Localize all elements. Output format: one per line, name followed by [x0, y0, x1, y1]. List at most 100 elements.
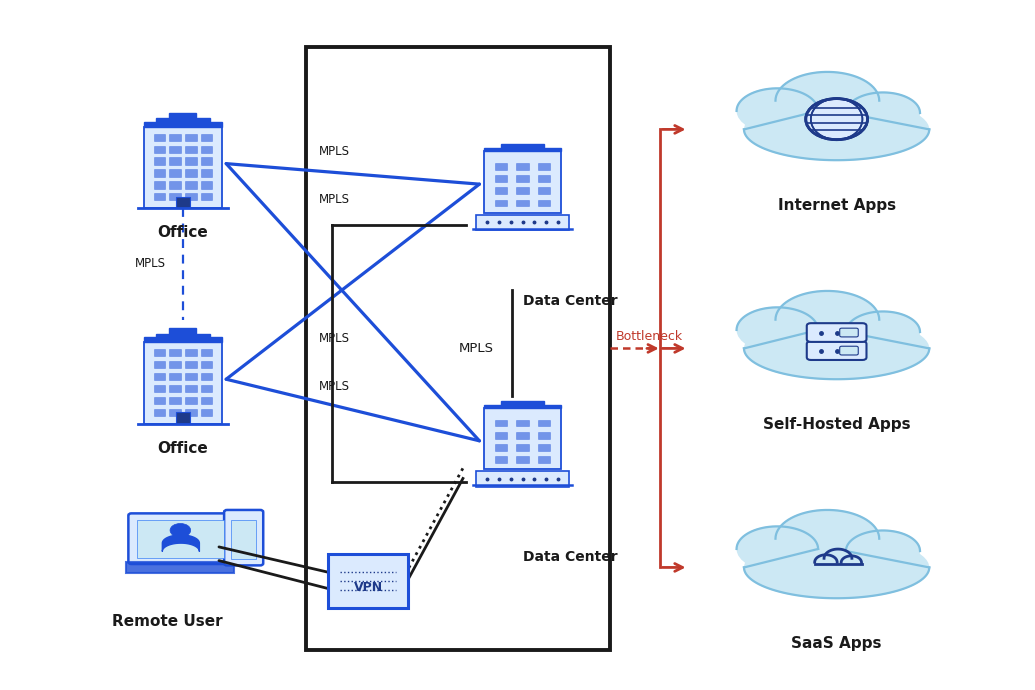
- FancyBboxPatch shape: [153, 397, 166, 404]
- FancyBboxPatch shape: [170, 385, 181, 392]
- Text: Data Center: Data Center: [523, 551, 617, 564]
- Text: Office: Office: [157, 225, 208, 240]
- FancyBboxPatch shape: [170, 193, 181, 201]
- FancyBboxPatch shape: [153, 181, 166, 188]
- FancyBboxPatch shape: [839, 328, 858, 337]
- Ellipse shape: [744, 99, 929, 160]
- Text: MPLS: MPLS: [319, 332, 350, 345]
- FancyBboxPatch shape: [516, 420, 529, 426]
- FancyBboxPatch shape: [201, 181, 212, 188]
- FancyBboxPatch shape: [170, 134, 181, 141]
- FancyBboxPatch shape: [806, 342, 866, 360]
- FancyBboxPatch shape: [153, 170, 166, 177]
- FancyBboxPatch shape: [170, 409, 181, 416]
- FancyBboxPatch shape: [170, 349, 181, 357]
- Text: MPLS: MPLS: [135, 257, 166, 270]
- Ellipse shape: [737, 307, 818, 353]
- Ellipse shape: [775, 291, 880, 348]
- FancyBboxPatch shape: [538, 420, 551, 426]
- Text: MPLS: MPLS: [319, 146, 350, 159]
- FancyBboxPatch shape: [153, 373, 166, 380]
- FancyBboxPatch shape: [144, 127, 221, 208]
- FancyBboxPatch shape: [153, 385, 166, 392]
- Ellipse shape: [846, 311, 920, 353]
- Text: Data Center: Data Center: [523, 294, 617, 308]
- FancyBboxPatch shape: [201, 146, 212, 152]
- Text: Internet Apps: Internet Apps: [777, 198, 895, 213]
- FancyBboxPatch shape: [185, 193, 197, 201]
- FancyBboxPatch shape: [156, 334, 210, 337]
- Ellipse shape: [744, 537, 929, 598]
- FancyBboxPatch shape: [516, 432, 529, 439]
- FancyBboxPatch shape: [538, 456, 551, 463]
- FancyBboxPatch shape: [484, 148, 561, 151]
- FancyBboxPatch shape: [501, 144, 543, 148]
- FancyBboxPatch shape: [201, 157, 212, 165]
- FancyBboxPatch shape: [516, 199, 529, 206]
- FancyBboxPatch shape: [538, 432, 551, 439]
- FancyBboxPatch shape: [156, 118, 210, 122]
- Ellipse shape: [775, 72, 880, 130]
- Text: VPN: VPN: [354, 580, 383, 593]
- FancyBboxPatch shape: [476, 215, 569, 230]
- FancyBboxPatch shape: [153, 157, 166, 165]
- FancyBboxPatch shape: [516, 188, 529, 194]
- FancyBboxPatch shape: [538, 175, 551, 182]
- FancyBboxPatch shape: [153, 146, 166, 152]
- FancyBboxPatch shape: [185, 349, 197, 357]
- FancyBboxPatch shape: [170, 146, 181, 152]
- FancyBboxPatch shape: [185, 181, 197, 188]
- FancyBboxPatch shape: [495, 456, 507, 463]
- FancyBboxPatch shape: [153, 349, 166, 357]
- Text: Self-Hosted Apps: Self-Hosted Apps: [763, 417, 911, 432]
- Ellipse shape: [846, 531, 920, 571]
- FancyBboxPatch shape: [201, 349, 212, 357]
- FancyBboxPatch shape: [176, 197, 189, 208]
- Text: Office: Office: [157, 441, 208, 456]
- Text: Bottleneck: Bottleneck: [615, 330, 682, 343]
- FancyBboxPatch shape: [144, 342, 221, 424]
- Text: MPLS: MPLS: [459, 342, 494, 355]
- FancyBboxPatch shape: [185, 385, 197, 392]
- FancyBboxPatch shape: [170, 373, 181, 380]
- FancyBboxPatch shape: [201, 385, 212, 392]
- FancyBboxPatch shape: [185, 409, 197, 416]
- Text: Remote User: Remote User: [112, 614, 223, 629]
- FancyBboxPatch shape: [185, 146, 197, 152]
- FancyBboxPatch shape: [476, 471, 569, 486]
- FancyBboxPatch shape: [153, 361, 166, 368]
- FancyBboxPatch shape: [495, 444, 507, 451]
- Text: MPLS: MPLS: [319, 380, 350, 393]
- FancyBboxPatch shape: [538, 444, 551, 451]
- Circle shape: [170, 524, 190, 537]
- Ellipse shape: [775, 510, 880, 567]
- Ellipse shape: [737, 88, 818, 133]
- FancyBboxPatch shape: [185, 361, 197, 368]
- Polygon shape: [737, 291, 929, 380]
- FancyBboxPatch shape: [170, 361, 181, 368]
- FancyBboxPatch shape: [185, 397, 197, 404]
- FancyBboxPatch shape: [231, 520, 256, 558]
- FancyBboxPatch shape: [170, 157, 181, 165]
- Ellipse shape: [846, 92, 920, 133]
- FancyBboxPatch shape: [538, 199, 551, 206]
- FancyBboxPatch shape: [484, 404, 561, 408]
- FancyBboxPatch shape: [170, 170, 181, 177]
- FancyBboxPatch shape: [516, 456, 529, 463]
- FancyBboxPatch shape: [185, 373, 197, 380]
- FancyBboxPatch shape: [806, 323, 866, 342]
- FancyBboxPatch shape: [137, 520, 225, 558]
- Circle shape: [805, 99, 867, 139]
- Text: SaaS Apps: SaaS Apps: [792, 636, 882, 651]
- FancyBboxPatch shape: [328, 555, 409, 608]
- Polygon shape: [737, 72, 929, 160]
- FancyBboxPatch shape: [201, 134, 212, 141]
- FancyBboxPatch shape: [201, 397, 212, 404]
- FancyBboxPatch shape: [144, 122, 221, 127]
- FancyBboxPatch shape: [225, 510, 263, 565]
- FancyBboxPatch shape: [538, 188, 551, 194]
- FancyBboxPatch shape: [185, 134, 197, 141]
- FancyBboxPatch shape: [153, 134, 166, 141]
- FancyBboxPatch shape: [839, 346, 858, 355]
- FancyBboxPatch shape: [170, 328, 197, 334]
